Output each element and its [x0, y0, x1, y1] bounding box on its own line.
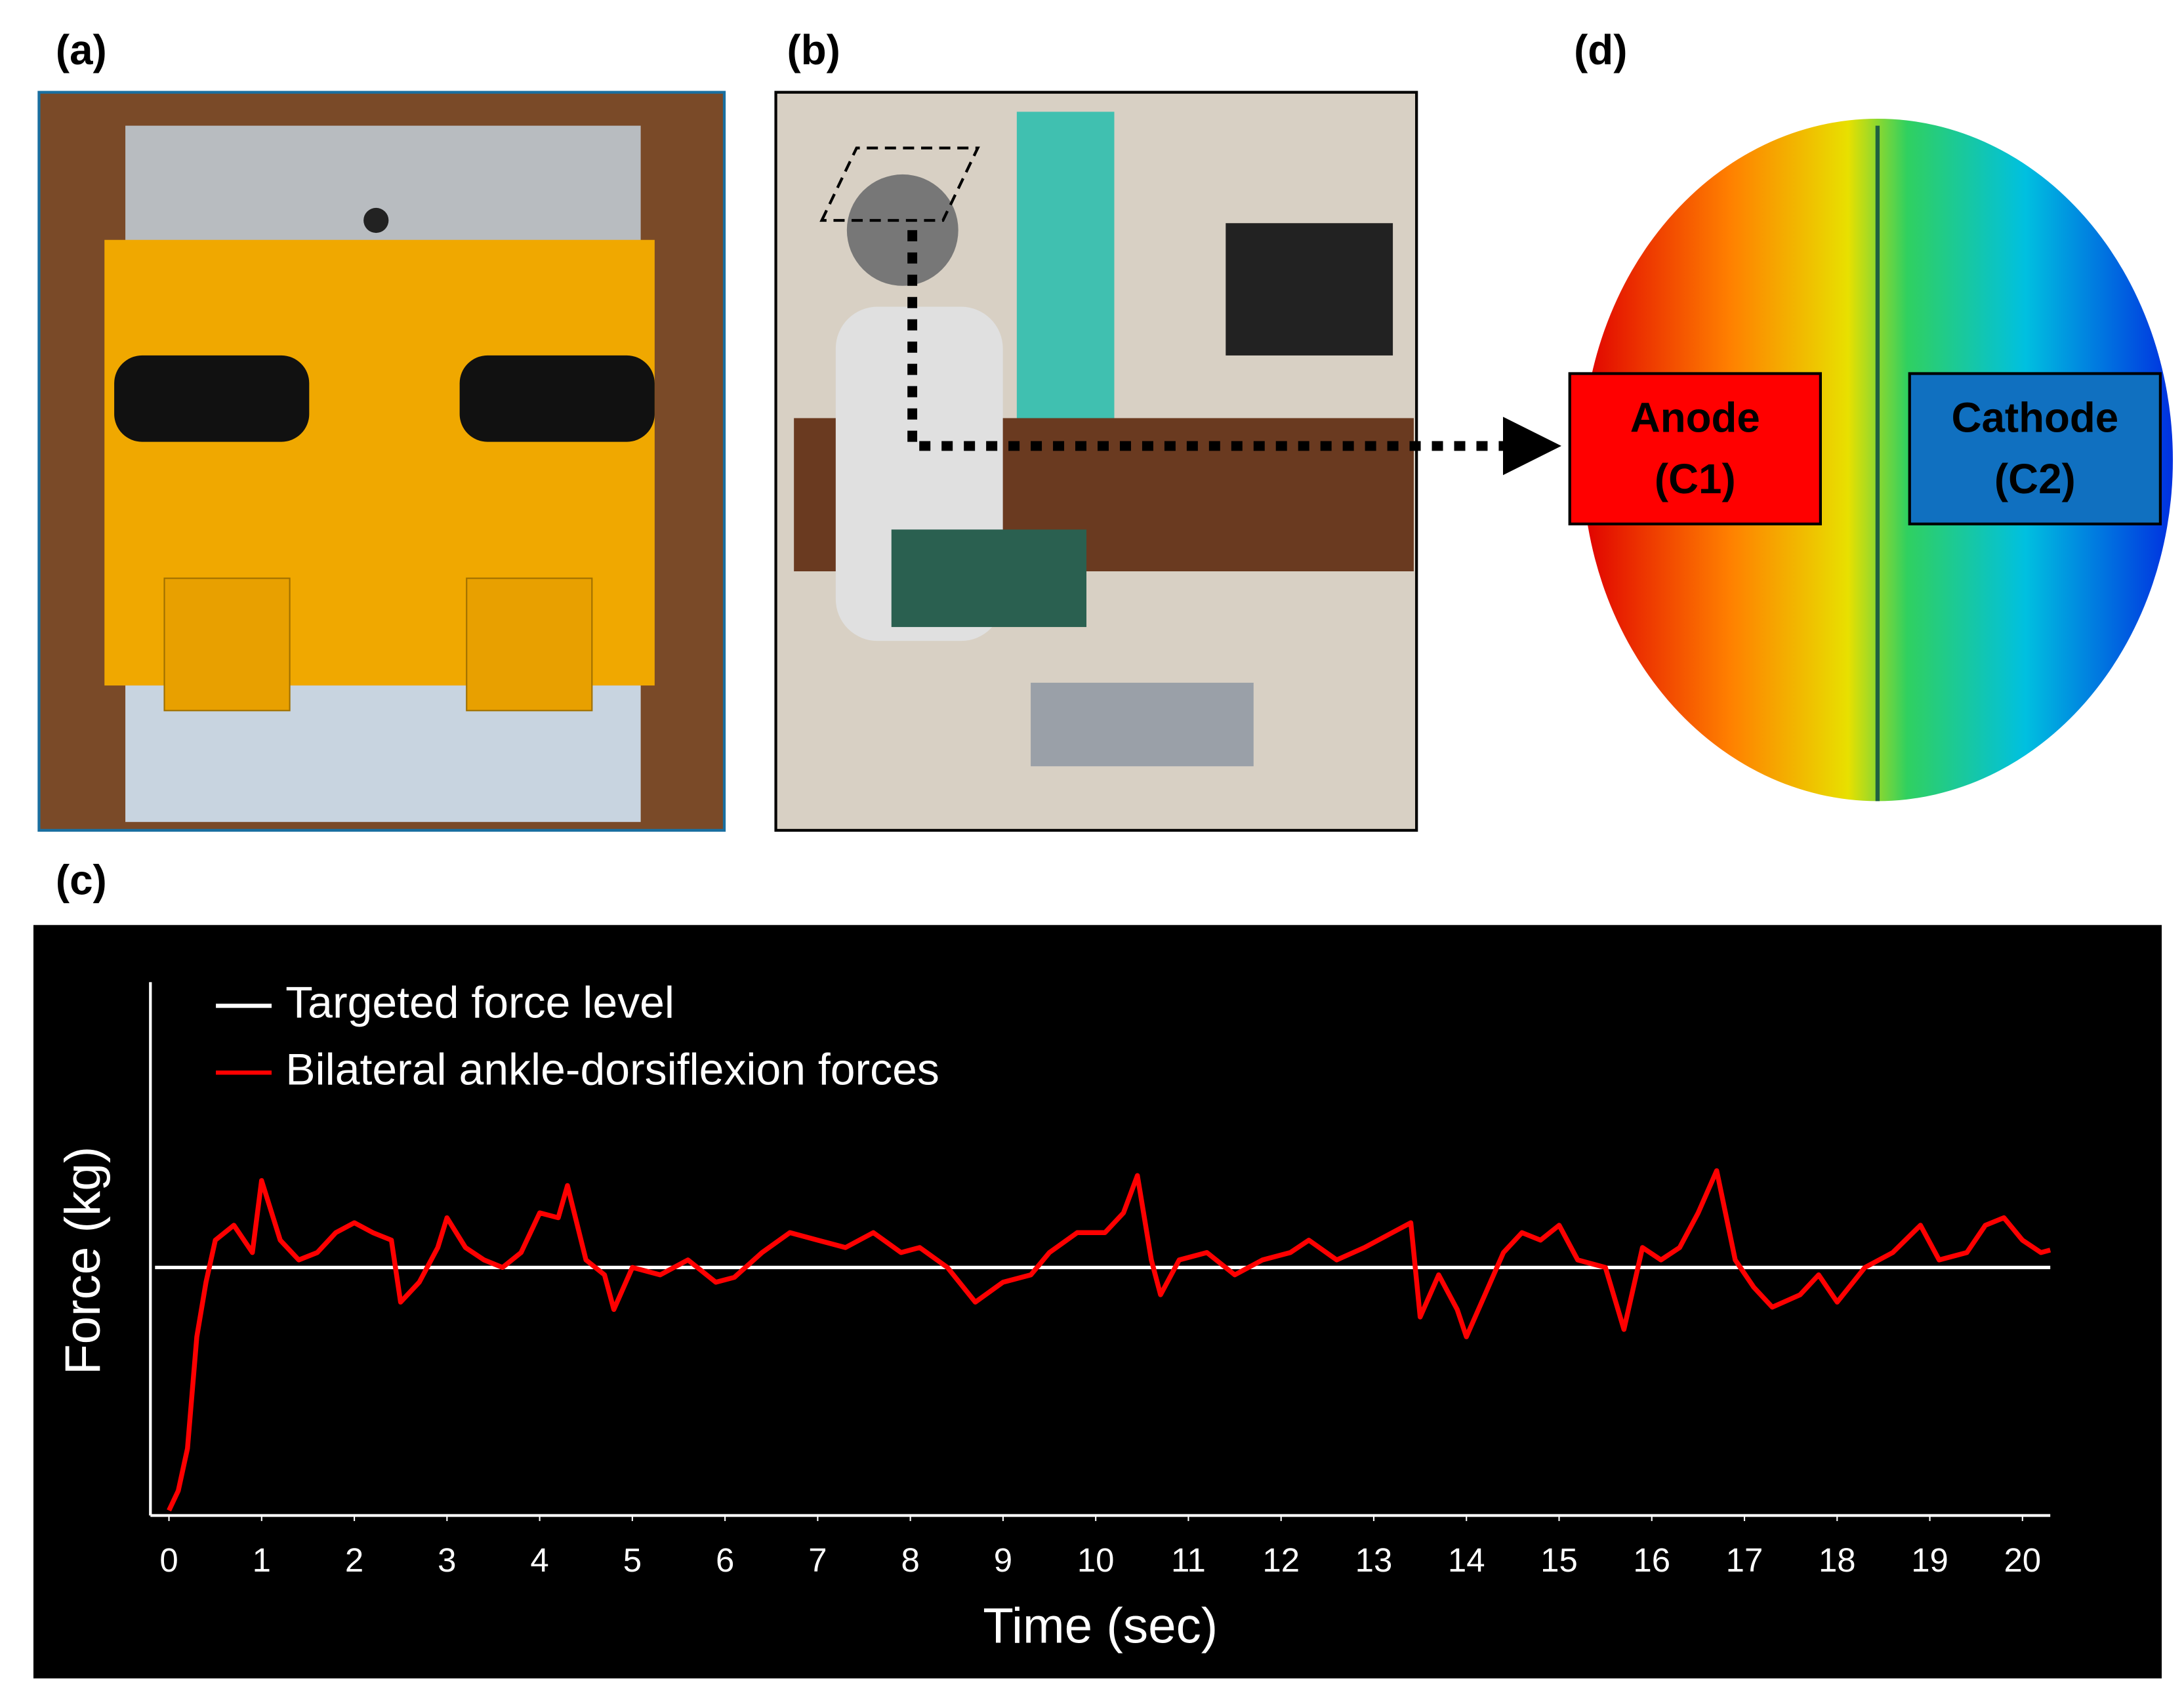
arrow [907, 230, 1561, 476]
x-tick-label: 11 [1171, 1541, 1206, 1579]
cathode-box [1908, 372, 2162, 525]
x-tick-label: 2 [345, 1541, 363, 1579]
x-tick-label: 15 [1540, 1541, 1578, 1579]
cathode-label: Cathode [1951, 395, 2118, 441]
x-tick-label: 12 [1262, 1541, 1300, 1579]
x-tick-label: 14 [1448, 1541, 1485, 1579]
photo-setup [774, 91, 1418, 832]
x-tick-label: 20 [2004, 1541, 2041, 1579]
legend-label: Bilateral ankle-dorsiflexion forces [285, 1045, 939, 1094]
anode-label: Anode [1630, 395, 1760, 441]
cathode-label: (C2) [1994, 456, 2076, 502]
x-tick-label: 4 [530, 1541, 548, 1579]
x-tick-label: 1 [253, 1541, 271, 1579]
y-axis-label: Force (kg) [55, 1147, 111, 1375]
anode-box [1568, 372, 1822, 525]
series-line [167, 1168, 2051, 1512]
x-tick-label: 18 [1819, 1541, 1856, 1579]
x-tick-label: 13 [1355, 1541, 1393, 1579]
x-tick-label: 5 [623, 1541, 642, 1579]
panel-label: (c) [56, 857, 107, 903]
panel-label: (d) [1574, 27, 1627, 73]
x-tick-label: 17 [1726, 1541, 1763, 1579]
chart-background [33, 925, 2162, 1678]
x-tick-label: 0 [159, 1541, 178, 1579]
x-tick-label: 3 [438, 1541, 456, 1579]
brain-image [1582, 119, 2174, 802]
x-tick-label: 16 [1633, 1541, 1670, 1579]
legend-label: Targeted force level [285, 978, 674, 1027]
x-axis-label: Time (sec) [983, 1598, 1218, 1654]
x-tick-label: 9 [994, 1541, 1012, 1579]
x-tick-label: 8 [901, 1541, 919, 1579]
chart: Time (sec) Force (kg) 0 1 2 3 4 5 6 7 8 9 10 11 12 13… [33, 925, 2162, 1678]
x-tick-label: 19 [1911, 1541, 1948, 1579]
panel-label: (b) [787, 27, 840, 73]
photo-device [37, 91, 726, 832]
anode-label: (C1) [1655, 456, 1736, 502]
x-tick-label: 7 [808, 1541, 827, 1579]
x-tick-label: 10 [1077, 1541, 1115, 1579]
x-tick-label: 6 [716, 1541, 734, 1579]
panel-label: (a) [56, 27, 107, 73]
